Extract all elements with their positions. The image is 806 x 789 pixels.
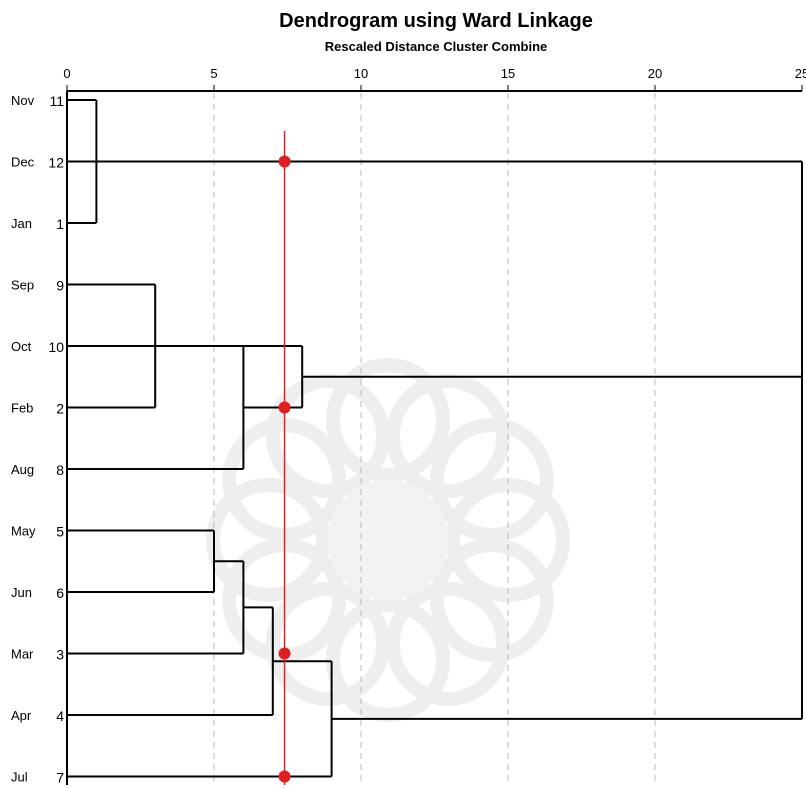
cut-marker <box>278 770 291 783</box>
leaf-label: Sep <box>11 278 34 293</box>
x-axis: 0 5 10 15 20 25 <box>63 66 806 785</box>
leaf-id: 7 <box>56 770 64 786</box>
leaf-id: 3 <box>56 647 64 663</box>
chart-title: Dendrogram using Ward Linkage <box>279 10 593 32</box>
leaf-id: 8 <box>56 462 64 478</box>
watermark-petal <box>429 418 554 542</box>
leaf-label: Nov <box>11 93 35 108</box>
watermark-petal <box>429 538 554 662</box>
watermark-logo <box>206 358 570 722</box>
leaf-id: 5 <box>56 524 64 540</box>
x-tick-label: 0 <box>63 66 70 81</box>
leaf-id: 2 <box>56 401 64 417</box>
leaf-label: Aug <box>11 462 34 477</box>
leaf-id: 6 <box>56 585 64 601</box>
x-tick-label: 20 <box>648 66 662 81</box>
leaf-label: Jan <box>11 216 32 231</box>
watermark-petal <box>446 478 570 602</box>
leaf-label: May <box>11 524 36 539</box>
cut-marker <box>278 155 291 168</box>
dendrogram-links <box>67 99 803 778</box>
cut-marker <box>278 647 291 660</box>
watermark-petal <box>386 374 510 499</box>
x-tick-label: 15 <box>501 66 515 81</box>
leaf-label: Apr <box>11 708 32 723</box>
leaf-id: 11 <box>49 93 64 109</box>
leaf-label: Oct <box>11 339 32 354</box>
watermark-petal <box>386 581 510 706</box>
cut-line-group <box>278 131 291 785</box>
leaf-id: 4 <box>56 708 64 724</box>
watermark-center <box>328 480 448 600</box>
x-tick-label: 25 <box>795 66 806 81</box>
leaf-id: 12 <box>48 155 64 171</box>
watermark-petal <box>266 374 390 499</box>
leaf-label: Jun <box>11 585 32 600</box>
chart-subtitle: Rescaled Distance Cluster Combine <box>325 39 548 54</box>
watermark-petal <box>266 581 390 706</box>
x-tick-label: 5 <box>210 66 217 81</box>
x-tick-label: 10 <box>354 66 368 81</box>
leaf-labels: Nov 11 Dec 12 Jan 1 Sep 9 Oct 10 Feb 2 Aug 8 May 5 Jun 6 M… <box>11 93 64 786</box>
leaf-label: Mar <box>11 647 34 662</box>
leaf-id: 10 <box>48 339 64 355</box>
leaf-label: Feb <box>11 401 33 416</box>
watermark-petal <box>326 358 450 482</box>
leaf-label: Dec <box>11 155 35 170</box>
watermark-petal <box>326 598 450 722</box>
leaf-label: Jul <box>11 770 28 785</box>
leaf-id: 9 <box>56 278 64 294</box>
leaf-id: 1 <box>56 216 64 232</box>
cut-marker <box>278 401 291 414</box>
grid-lines <box>213 93 656 785</box>
